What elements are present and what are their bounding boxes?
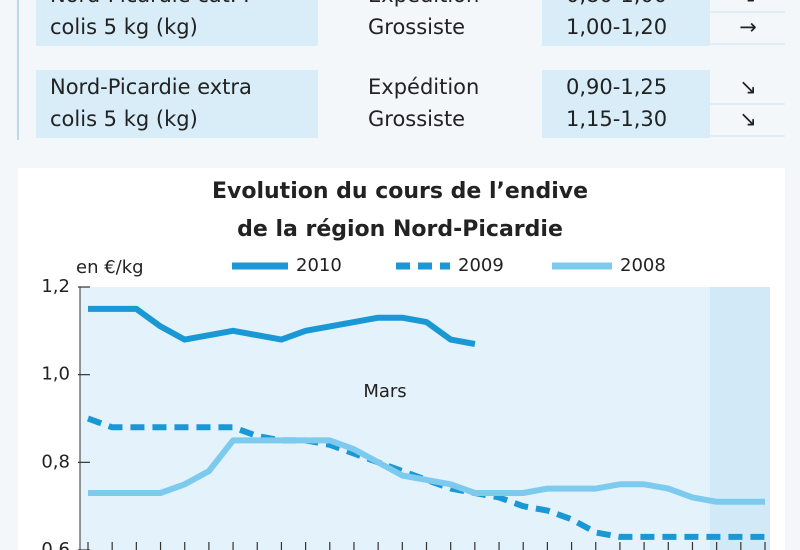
row-label: Nord-Picardie cat. I	[50, 0, 249, 7]
trend: ↘	[739, 0, 757, 7]
price: 0,90-1,25	[566, 75, 667, 99]
legend-label: 2010	[296, 255, 342, 276]
row-label: Nord-Picardie extra	[50, 75, 252, 99]
trend: ↘	[739, 75, 757, 99]
row-label: colis 5 kg (kg)	[50, 15, 198, 39]
price: 1,00-1,20	[566, 15, 667, 39]
chart-title: Evolution du cours de l’endive	[212, 179, 588, 204]
series-line	[88, 305, 476, 347]
y-tick-label: 1,2	[41, 276, 70, 297]
label-cell	[36, 0, 318, 46]
annotation: Mars	[363, 381, 406, 402]
stage: Grossiste	[368, 15, 465, 39]
y-tick-label: 0,8	[41, 451, 70, 472]
y-axis-label: en €/kg	[76, 257, 144, 278]
price-cell	[542, 70, 710, 138]
label-cell	[36, 70, 318, 138]
price: 1,15-1,30	[566, 107, 667, 131]
trend: →	[739, 15, 757, 39]
table: Nord-Picardie cat. I Expédition 0,80-1,00 ↘…	[36, 0, 785, 138]
chart-title: de la région Nord-Picardie	[237, 217, 563, 242]
price-cell	[542, 0, 710, 46]
plot-area	[80, 287, 770, 550]
shaded-period	[710, 287, 770, 550]
stage: Expédition	[368, 0, 479, 7]
stage: Expédition	[368, 75, 479, 99]
y-tick-label: 0,6	[41, 539, 70, 550]
series-line	[88, 437, 765, 505]
legend-label: 2008	[620, 255, 666, 276]
series-line	[86, 415, 765, 540]
legend-label: 2009	[458, 255, 504, 276]
y-tick-label: 1,0	[41, 364, 70, 385]
chart: 0,6 0,8 1,0 1,2 2010 2009 2008	[41, 255, 766, 550]
price: 0,80-1,00	[566, 0, 667, 7]
trend: ↘	[739, 107, 757, 131]
stage: Grossiste	[368, 107, 465, 131]
row-label: colis 5 kg (kg)	[50, 107, 198, 131]
